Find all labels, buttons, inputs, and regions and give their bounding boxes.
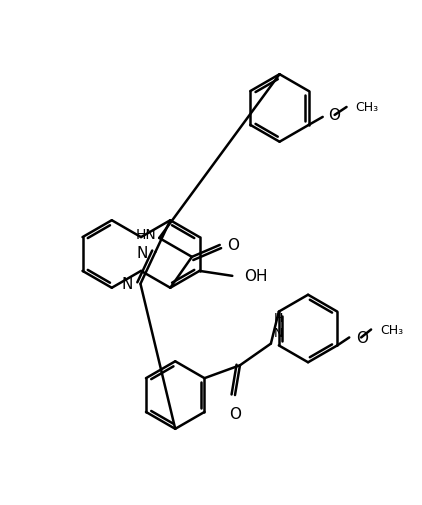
Text: HN: HN [135,227,156,241]
Text: O: O [356,330,368,345]
Text: N: N [136,245,147,260]
Text: N: N [121,277,133,292]
Text: CH₃: CH₃ [355,102,379,114]
Text: OH: OH [244,269,268,284]
Text: H
N: H N [274,311,283,339]
Text: O: O [327,108,340,123]
Text: O: O [229,406,241,421]
Text: O: O [227,238,239,253]
Text: CH₃: CH₃ [380,323,403,336]
